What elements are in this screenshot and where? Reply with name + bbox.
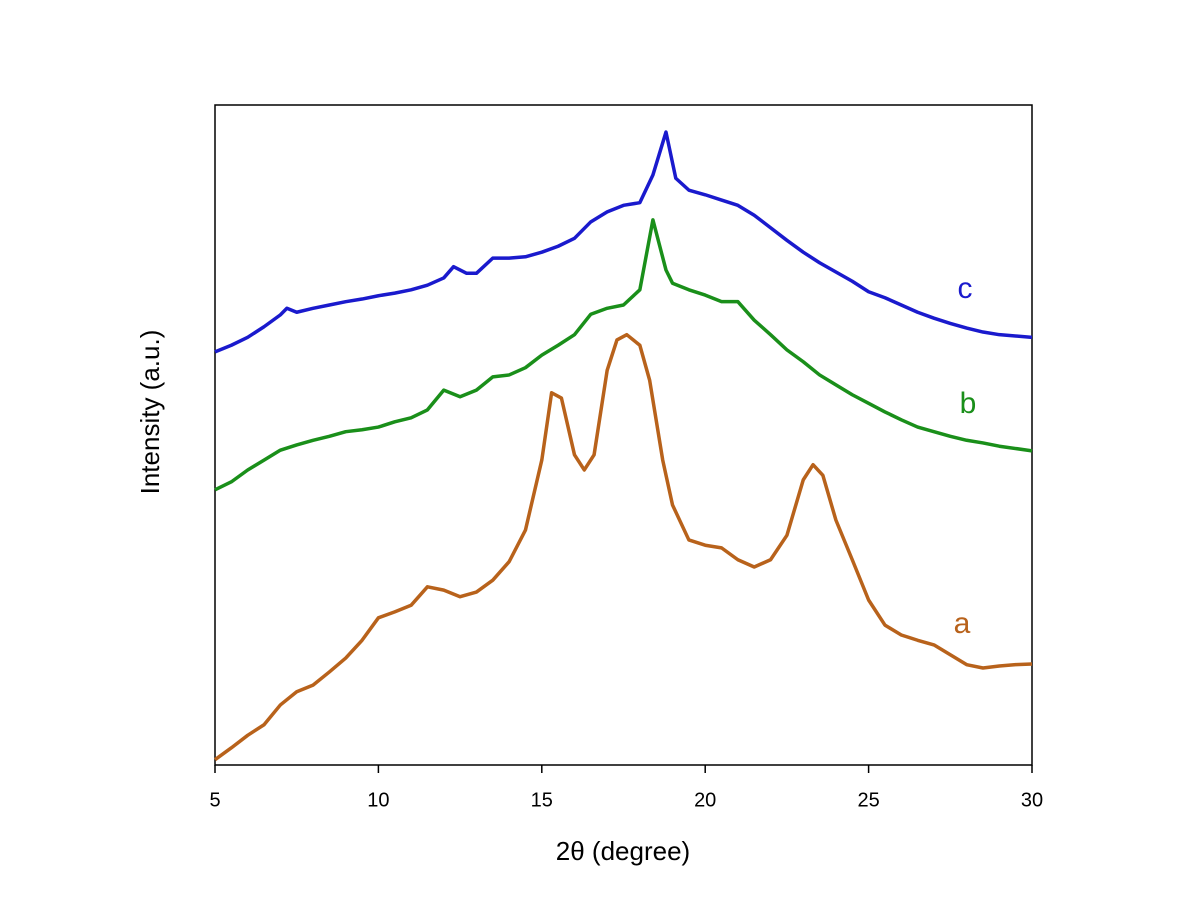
series-line <box>214 130 1033 354</box>
x-tick-label: 15 <box>531 789 553 811</box>
series-label: a <box>954 607 971 640</box>
y-axis-label: Intensity (a.u.) <box>135 330 165 495</box>
x-tick-label: 10 <box>367 789 389 811</box>
series-line <box>213 332 1033 762</box>
series-label: c <box>958 272 973 305</box>
series-label: b <box>960 387 977 420</box>
x-tick-label: 5 <box>209 789 220 811</box>
x-tick-label: 25 <box>857 789 879 811</box>
x-tick-label: 20 <box>694 789 716 811</box>
x-axis-label: 2θ (degree) <box>556 836 690 866</box>
series-line <box>214 218 1033 492</box>
plot-frame <box>214 104 1033 766</box>
x-tick-label: 30 <box>1021 789 1043 811</box>
